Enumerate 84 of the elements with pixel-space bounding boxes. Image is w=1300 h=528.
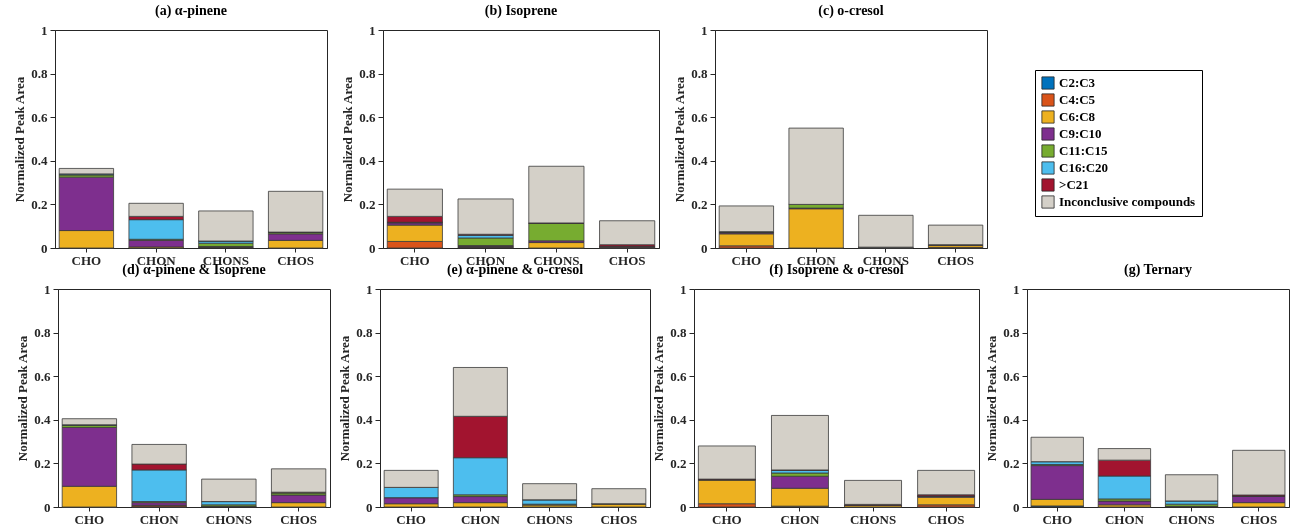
y-tick-label: 1 (366, 281, 373, 297)
x-tick-label: CHON (780, 511, 821, 527)
y-tick-label: 0.4 (356, 412, 373, 428)
y-tick-label: 0.4 (359, 153, 376, 169)
y-tick-label: 0.6 (691, 109, 708, 125)
x-tick-label: CHOS (600, 511, 638, 527)
chart-title: (a) α-pinene (155, 3, 227, 19)
chart-title: (g) Ternary (1123, 262, 1193, 278)
y-tick-label: 0.2 (356, 455, 373, 471)
y-tick-label: 1 (1013, 281, 1020, 297)
y-tick-label: 1 (44, 281, 51, 297)
y-tick-label: 0.4 (1003, 412, 1020, 428)
legend-label: C11:C15 (1059, 143, 1108, 158)
legend-label: >C21 (1059, 177, 1089, 192)
y-tick-label: 0.8 (34, 325, 51, 341)
y-tick-label: 0 (680, 499, 687, 515)
legend-label: C6:C8 (1059, 109, 1096, 124)
x-tick-label: CHONS (1168, 511, 1215, 527)
x-tick-label: CHO (712, 511, 742, 527)
y-tick-label: 0.6 (34, 368, 51, 384)
y-tick-label: 1 (701, 22, 708, 38)
chart-title: (b) Isoprene (484, 3, 558, 19)
x-tick-label: CHON (1104, 511, 1145, 527)
x-tick-label: CHONS (205, 511, 252, 527)
y-tick-label: 1 (680, 281, 687, 297)
x-tick-label: CHO (71, 252, 102, 268)
y-tick-label: 0.2 (31, 196, 48, 212)
legend-label: C2:C3 (1059, 75, 1096, 90)
y-tick-label: 0 (44, 499, 51, 515)
y-axis-title: Normalized Peak Area (15, 335, 31, 462)
x-tick-label: CHOS (280, 511, 318, 527)
y-tick-label: 0.2 (670, 455, 687, 471)
x-tick-label: CHOS (277, 252, 315, 268)
y-tick-label: 0.8 (691, 66, 708, 82)
y-tick-label: 0 (701, 240, 708, 256)
x-tick-label: CHONS (849, 511, 897, 527)
y-tick-label: 0.2 (691, 196, 708, 212)
x-tick-label: CHO (1042, 511, 1073, 527)
x-tick-label: CHOS (608, 252, 646, 268)
y-tick-label: 0.6 (1003, 368, 1020, 384)
x-tick-label: CHONS (526, 511, 573, 527)
y-tick-label: 0.8 (359, 66, 376, 82)
x-tick-label: CHO (396, 511, 426, 527)
y-tick-label: 0.4 (34, 412, 51, 428)
x-tick-label: CHOS (1240, 511, 1278, 527)
x-tick-label: CHON (460, 511, 501, 527)
x-tick-label: CHOS (937, 252, 975, 268)
x-tick-label: CHON (139, 511, 180, 527)
y-tick-label: 0.8 (356, 325, 373, 341)
y-tick-label: 0 (369, 240, 376, 256)
y-tick-label: 0.6 (670, 368, 687, 384)
y-tick-label: 0.4 (670, 412, 687, 428)
x-tick-label: CHON (796, 252, 837, 268)
y-tick-label: 0.8 (670, 325, 687, 341)
legend-label: C9:C10 (1059, 126, 1102, 141)
x-tick-label: CHO (731, 252, 762, 268)
y-tick-label: 0.8 (1003, 325, 1020, 341)
y-tick-label: 0 (41, 240, 48, 256)
legend-label: C16:C20 (1059, 160, 1109, 175)
y-axis-title: Normalized Peak Area (651, 335, 667, 462)
y-tick-label: 0.6 (31, 109, 48, 125)
y-tick-label: 0.4 (691, 153, 708, 169)
y-tick-label: 0 (1013, 499, 1020, 515)
y-tick-label: 1 (41, 22, 48, 38)
legend-label: Inconclusive compounds (1059, 194, 1196, 209)
x-tick-label: CHO (400, 252, 430, 268)
y-tick-label: 0.6 (356, 368, 373, 384)
y-axis-title: Normalized Peak Area (12, 76, 28, 203)
legend-label: C4:C5 (1059, 92, 1096, 107)
y-axis-title: Normalized Peak Area (672, 76, 688, 203)
y-axis-title: Normalized Peak Area (984, 335, 1000, 462)
y-tick-label: 0 (366, 499, 373, 515)
x-tick-label: CHOS (927, 511, 965, 527)
y-tick-label: 0.8 (31, 66, 48, 82)
y-axis-title: Normalized Peak Area (337, 335, 353, 462)
y-tick-label: 0.2 (34, 455, 51, 471)
x-tick-label: CHO (74, 511, 105, 527)
y-axis-title: Normalized Peak Area (340, 76, 356, 203)
y-tick-label: 0.2 (1003, 455, 1020, 471)
y-tick-label: 0.2 (359, 196, 376, 212)
y-tick-label: 0.4 (31, 153, 48, 169)
y-tick-label: 0.6 (359, 109, 376, 125)
y-tick-label: 1 (369, 22, 376, 38)
chart-title: (c) o-cresol (818, 3, 884, 19)
